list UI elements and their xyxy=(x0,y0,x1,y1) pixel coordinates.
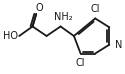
Text: Cl: Cl xyxy=(90,4,100,14)
Text: O: O xyxy=(36,3,43,13)
Text: Cl: Cl xyxy=(76,58,85,68)
Text: HO: HO xyxy=(3,31,18,41)
Text: NH₂: NH₂ xyxy=(54,12,72,22)
Text: N: N xyxy=(115,40,122,50)
